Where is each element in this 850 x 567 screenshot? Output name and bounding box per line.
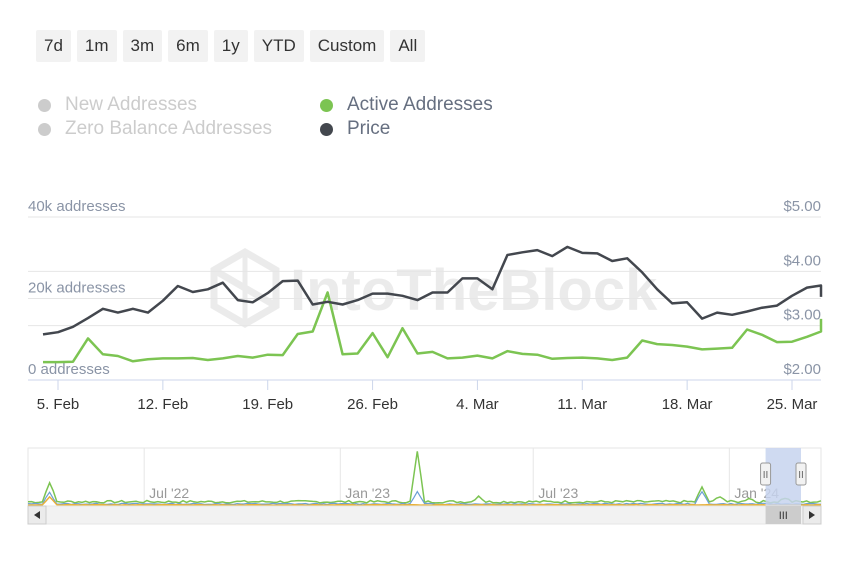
x-axis-tick-label: 18. Mar [662,396,713,413]
x-axis-tick-label: 4. Mar [456,396,499,413]
right-axis-tick-label: $4.00 [783,252,821,269]
range-button-ytd[interactable]: YTD [253,30,304,62]
scrollbar-track[interactable] [27,505,822,525]
x-axis-tick-label: 5. Feb [37,396,80,413]
legend-label: New Addresses [65,94,198,115]
scrollbar-left-button[interactable] [27,505,47,525]
range-button-7d[interactable]: 7d [36,30,71,62]
handle-body [760,462,772,486]
navigator-handle-left[interactable]: II [760,462,772,486]
handle-body [795,462,807,486]
right-axis-labels: $5.00 $4.00 $3.00 $2.00 [783,198,821,378]
x-axis-tick-label: 26. Feb [347,396,398,413]
range-button-1m[interactable]: 1m [76,30,117,62]
left-axis-tick-label: 0 addresses [28,361,110,378]
left-axis-tick-label: 20k addresses [28,280,126,297]
range-button-1y[interactable]: 1y [213,30,248,62]
legend-dot-icon [320,122,333,136]
legend-dot-icon [38,98,51,112]
left-axis-tick-label: 40k addresses [28,198,126,215]
legend-label: Active Addresses [347,94,493,115]
legend-dot-icon [38,122,51,136]
watermark-text: IntoTheBlock [290,258,658,323]
navigator-tick-label: Jul '23 [538,485,578,501]
right-axis-tick-label: $2.00 [783,361,821,378]
handle-grip: II [763,470,769,481]
legend-label: Zero Balance Addresses [65,118,273,139]
x-axis-tick-label: 11. Mar [557,396,607,413]
legend-dot-icon [320,98,333,112]
watermark: IntoTheBlock [210,247,658,329]
range-button-6m[interactable]: 6m [168,30,208,62]
legend-label: Price [347,118,391,139]
left-axis-labels: 40k addresses 20k addresses 0 addresses [28,198,126,378]
legend-item-active-addresses[interactable]: Active Addresses [320,94,493,116]
x-axis-tick-label: 19. Feb [242,396,293,413]
navigator: Jul '22 Jan '23 Jul '23 Jan '24 II II III [27,447,822,525]
x-axis: 5. Feb 12. Feb 19. Feb 26. Feb 4. Mar 11. Mar… [28,379,821,413]
navigator-ticks: Jul '22 Jan '23 Jul '23 Jan '24 [143,448,779,506]
navigator-price-line [27,495,822,506]
legend-item-zero-balance-addresses[interactable]: Zero Balance Addresses [38,118,272,140]
right-axis-tick-label: $5.00 [783,198,821,215]
scroll-right-arrow-icon [809,511,815,519]
range-selector: 7d 1m 3m 6m 1y YTD Custom All [36,30,426,62]
x-axis-tick-label: 25. Mar [767,396,818,413]
handle-grip: II [798,470,804,481]
x-axis-tick-label: 12. Feb [137,396,188,413]
range-button-custom[interactable]: Custom [309,30,385,62]
grid [28,216,821,381]
scrollbar-thumb-grip: III [779,510,788,522]
navigator-tick-label: Jan '23 [345,485,390,501]
price-line [42,245,823,336]
navigator-selection[interactable] [765,448,801,506]
right-axis-tick-label: $3.00 [783,307,821,324]
scrollbar-right-button[interactable] [802,505,822,525]
scrollbar-thumb[interactable] [765,506,801,524]
active-addresses-line [43,291,823,364]
navigator-handle-right[interactable]: II [795,462,807,486]
range-button-all[interactable]: All [390,30,426,62]
legend-item-price[interactable]: Price [320,118,390,140]
range-button-3m[interactable]: 3m [122,30,163,62]
scroll-left-arrow-icon [34,511,40,519]
navigator-tick-label: Jul '22 [149,485,189,501]
chart-legend: New Addresses Active Addresses Zero Balanc… [38,94,598,146]
main-chart: IntoTheBlock 40k addresses 20k addresses 0… [28,198,823,413]
legend-item-new-addresses[interactable]: New Addresses [38,94,197,116]
navigator-background [27,447,822,507]
